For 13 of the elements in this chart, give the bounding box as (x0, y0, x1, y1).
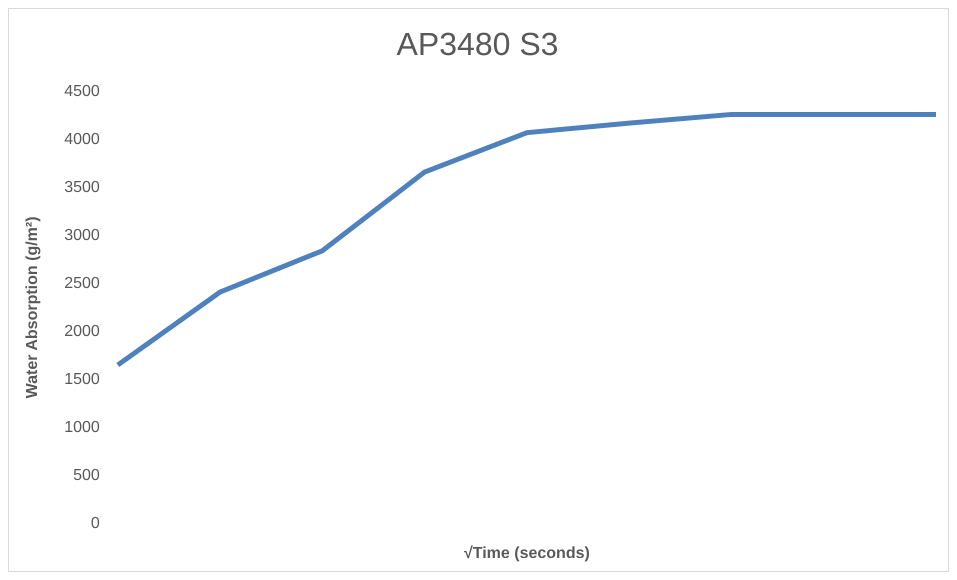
y-tick-label: 4500 (64, 82, 100, 100)
y-tick-label: 3000 (64, 226, 100, 244)
y-tick-label: 500 (73, 466, 100, 484)
y-tick-label: 1000 (64, 418, 100, 436)
x-axis-title: √Time (seconds) (464, 544, 590, 562)
y-tick-label: 4000 (64, 130, 100, 148)
y-tick-label: 2500 (64, 274, 100, 292)
y-tick-label: 0 (90, 514, 100, 532)
y-tick-label: 2000 (64, 322, 100, 340)
chart-title: AP3480 S3 (396, 26, 558, 62)
y-tick-label: 1500 (64, 370, 100, 388)
y-tick-label: 3500 (64, 178, 100, 196)
y-axis-title: Water Absorption (g/m²) (24, 216, 42, 398)
